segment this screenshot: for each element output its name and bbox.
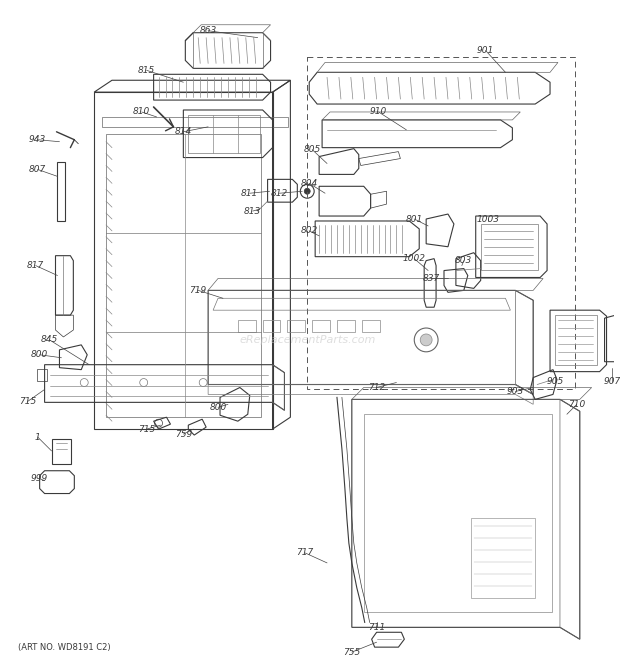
Text: 845: 845 bbox=[41, 335, 58, 344]
Text: (ART NO. WD8191 C2): (ART NO. WD8191 C2) bbox=[18, 642, 110, 652]
Text: 802: 802 bbox=[301, 227, 318, 235]
Text: 812: 812 bbox=[271, 189, 288, 198]
Text: 863: 863 bbox=[200, 26, 217, 35]
Text: 755: 755 bbox=[343, 648, 360, 656]
Text: 907: 907 bbox=[604, 377, 620, 386]
Text: 811: 811 bbox=[241, 189, 259, 198]
Text: 805: 805 bbox=[304, 145, 321, 154]
Text: 710: 710 bbox=[568, 400, 585, 409]
Text: 800: 800 bbox=[31, 350, 48, 360]
Text: 711: 711 bbox=[368, 623, 385, 632]
Text: 813: 813 bbox=[244, 207, 262, 215]
Text: 817: 817 bbox=[27, 261, 44, 270]
Text: 715: 715 bbox=[19, 397, 37, 406]
Text: 999: 999 bbox=[31, 474, 48, 483]
Text: 1: 1 bbox=[35, 432, 40, 442]
Text: 800: 800 bbox=[210, 403, 227, 412]
Text: 712: 712 bbox=[368, 383, 385, 392]
Text: 910: 910 bbox=[370, 108, 388, 116]
Text: 905: 905 bbox=[546, 377, 564, 386]
Text: 804: 804 bbox=[301, 179, 318, 188]
Text: 759: 759 bbox=[175, 430, 192, 438]
Text: 943: 943 bbox=[29, 136, 46, 144]
Circle shape bbox=[304, 188, 310, 194]
Text: 837: 837 bbox=[422, 274, 440, 283]
Text: 901: 901 bbox=[477, 46, 494, 55]
Text: 715: 715 bbox=[138, 424, 155, 434]
Text: eReplacementParts.com: eReplacementParts.com bbox=[239, 335, 376, 345]
Text: 810: 810 bbox=[133, 108, 150, 116]
Text: 717: 717 bbox=[296, 549, 314, 557]
Text: 815: 815 bbox=[138, 66, 155, 75]
Text: 719: 719 bbox=[190, 286, 207, 295]
Text: 803: 803 bbox=[455, 256, 472, 265]
Text: 801: 801 bbox=[405, 215, 423, 223]
Text: 903: 903 bbox=[507, 387, 524, 396]
Text: 1002: 1002 bbox=[403, 254, 426, 263]
Text: 814: 814 bbox=[175, 128, 192, 136]
Text: 807: 807 bbox=[29, 165, 46, 174]
Text: 1003: 1003 bbox=[476, 215, 499, 223]
Circle shape bbox=[420, 334, 432, 346]
